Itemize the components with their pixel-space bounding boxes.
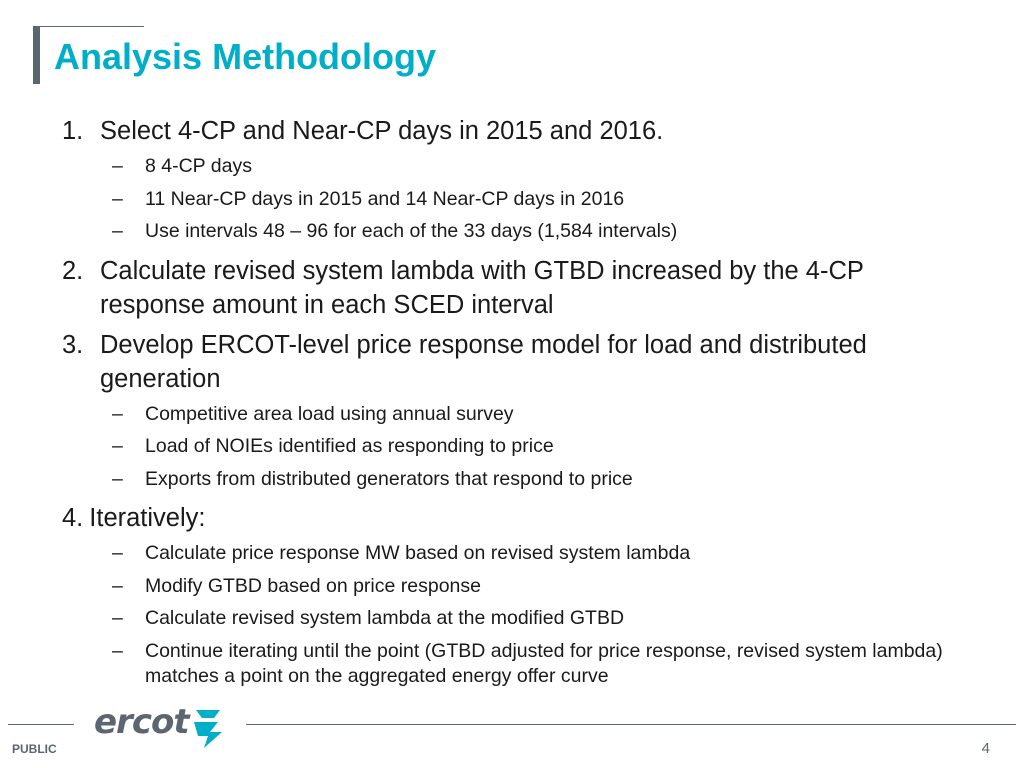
title-accent-rule xyxy=(40,26,144,27)
classification-label: PUBLIC xyxy=(12,742,57,756)
list-item: 3. Develop ERCOT-level price response mo… xyxy=(62,328,962,496)
item-text: Select 4-CP and Near-CP days in 2015 and… xyxy=(100,117,664,145)
slide-body: 1. Select 4-CP and Near-CP days in 2015 … xyxy=(62,108,962,692)
sub-item: – Continue iterating until the point (GTB… xyxy=(112,639,943,687)
sub-item: –11 Near-CP days in 2015 and 14 Near-CP … xyxy=(112,187,625,210)
item-text: Iteratively: xyxy=(89,504,206,532)
item-text: Develop ERCOT-level price response model… xyxy=(100,330,867,393)
sub-item: – Calculate revised system lambda at the … xyxy=(112,607,625,629)
page-number: 4 xyxy=(981,740,990,757)
item-number: 3. xyxy=(62,330,84,359)
list-item: 2. Calculate revised system lambda with … xyxy=(62,254,962,322)
logo-wordmark: ercot xyxy=(94,702,190,742)
slide-title: Analysis Methodology xyxy=(54,36,437,77)
item-number: 1. xyxy=(62,117,84,145)
list-item: 1. Select 4-CP and Near-CP days in 2015 … xyxy=(62,114,962,248)
item-number: 4. xyxy=(62,504,84,532)
sub-item: – Competitive area load using annual surv… xyxy=(112,402,514,425)
sub-item: –8 4-CP days xyxy=(112,155,252,177)
sub-item: – Use intervals 48 – 96 for each of the 3… xyxy=(112,220,678,242)
footer-rule-left xyxy=(8,724,74,725)
item-number: 2. xyxy=(62,256,84,285)
sub-item: – Modify GTBD based on price response xyxy=(112,574,481,597)
lightning-bolt-icon xyxy=(194,710,222,748)
ercot-logo: ercot xyxy=(94,700,234,752)
list-item: 4. Iteratively: – Calculate price respons… xyxy=(62,501,962,692)
footer-rule-right xyxy=(246,724,1016,725)
item-text: Calculate revised system lambda with GTB… xyxy=(100,256,864,319)
sub-item: – Calculate price response MW based on re… xyxy=(112,542,691,564)
title-accent-bar xyxy=(33,26,40,84)
sub-item: – Exports from distributed generators tha… xyxy=(112,467,633,490)
sub-item: – Load of NOIEs identified as responding … xyxy=(112,435,554,457)
